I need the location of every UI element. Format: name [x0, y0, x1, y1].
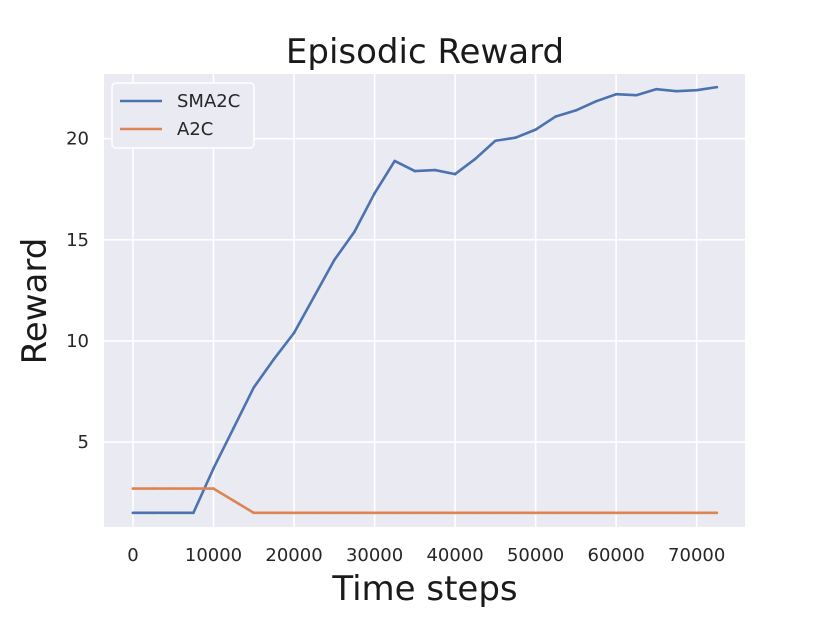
data-point-sma2c — [534, 128, 537, 131]
data-point-a2c — [393, 511, 397, 515]
x-tick-label: 0 — [127, 545, 138, 566]
data-point-a2c — [614, 511, 618, 515]
data-point-a2c — [534, 511, 537, 515]
data-point-sma2c — [353, 230, 356, 234]
data-point-a2c — [514, 511, 517, 515]
y-tick-labels: 5 10 15 20 — [66, 129, 89, 453]
data-point-a2c — [413, 511, 417, 515]
data-point-sma2c — [413, 169, 417, 173]
data-point-sma2c — [151, 511, 155, 515]
data-point-sma2c — [212, 467, 215, 470]
x-tick-label: 60000 — [588, 545, 645, 566]
data-point-a2c — [433, 511, 437, 515]
x-tick-labels: 0 10000 20000 30000 40000 50000 60000 70000 — [127, 545, 725, 566]
data-point-a2c — [252, 511, 256, 515]
data-point-a2c — [473, 511, 477, 515]
y-tick-label: 5 — [78, 432, 89, 453]
y-tick-label: 10 — [66, 331, 89, 352]
legend-box — [111, 82, 255, 149]
plot-area — [104, 74, 745, 527]
y-axis-label: Reward — [15, 238, 55, 365]
data-point-sma2c — [554, 115, 558, 118]
data-point-sma2c — [292, 331, 296, 335]
data-point-sma2c — [171, 511, 175, 515]
data-point-a2c — [554, 511, 558, 515]
data-point-sma2c — [453, 172, 457, 176]
series-line-a2c — [131, 487, 719, 515]
series-points — [131, 85, 719, 515]
data-point-sma2c — [312, 295, 316, 298]
data-point-sma2c — [393, 159, 397, 163]
data-point-sma2c — [131, 511, 135, 515]
data-point-a2c — [333, 511, 336, 515]
data-point-a2c — [655, 511, 658, 515]
chart-title: Episodic Reward — [286, 32, 564, 72]
data-point-sma2c — [514, 136, 517, 139]
x-axis-label: Time steps — [331, 569, 517, 609]
grid — [104, 74, 745, 527]
data-point-sma2c — [614, 92, 618, 96]
data-point-a2c — [272, 511, 276, 515]
legend: SMA2C A2C — [111, 82, 255, 149]
data-point-sma2c — [594, 100, 598, 103]
data-point-a2c — [292, 511, 296, 515]
data-point-a2c — [171, 487, 175, 490]
series-line-sma2c — [131, 85, 719, 515]
data-point-sma2c — [473, 157, 477, 161]
x-tick-label: 50000 — [507, 545, 564, 566]
data-point-sma2c — [675, 89, 678, 93]
data-point-a2c — [212, 487, 215, 490]
data-point-a2c — [594, 511, 598, 515]
data-point-sma2c — [333, 258, 336, 262]
x-tick-label: 30000 — [346, 545, 403, 566]
x-tick-label: 10000 — [185, 545, 242, 566]
x-tick-label: 20000 — [265, 545, 322, 566]
data-point-a2c — [373, 511, 376, 515]
data-point-sma2c — [494, 139, 497, 143]
data-point-a2c — [494, 511, 497, 515]
data-point-sma2c — [433, 168, 437, 172]
data-point-a2c — [675, 511, 678, 515]
data-point-a2c — [131, 487, 135, 490]
legend-label-a2c: A2C — [177, 119, 213, 140]
y-tick-label: 15 — [66, 230, 89, 251]
legend-label-sma2c: SMA2C — [177, 91, 240, 112]
data-point-a2c — [232, 499, 235, 503]
data-point-a2c — [192, 487, 195, 490]
data-point-sma2c — [655, 87, 658, 91]
data-point-a2c — [574, 511, 578, 515]
data-point-sma2c — [695, 88, 698, 92]
data-point-a2c — [353, 511, 356, 515]
data-point-a2c — [695, 511, 698, 515]
x-tick-label: 40000 — [426, 545, 483, 566]
data-point-a2c — [715, 511, 719, 515]
data-point-sma2c — [272, 357, 276, 361]
data-point-a2c — [151, 487, 155, 490]
data-point-sma2c — [192, 511, 195, 515]
data-point-a2c — [312, 511, 316, 515]
series-lines — [131, 85, 719, 515]
y-tick-label: 20 — [66, 129, 89, 150]
data-point-sma2c — [232, 426, 235, 430]
data-point-sma2c — [252, 386, 256, 389]
x-tick-label: 70000 — [668, 545, 725, 566]
data-point-a2c — [634, 511, 638, 515]
data-point-sma2c — [715, 85, 719, 89]
data-point-sma2c — [574, 109, 578, 112]
data-point-sma2c — [373, 192, 376, 195]
data-point-a2c — [453, 511, 457, 515]
data-point-sma2c — [634, 93, 638, 97]
